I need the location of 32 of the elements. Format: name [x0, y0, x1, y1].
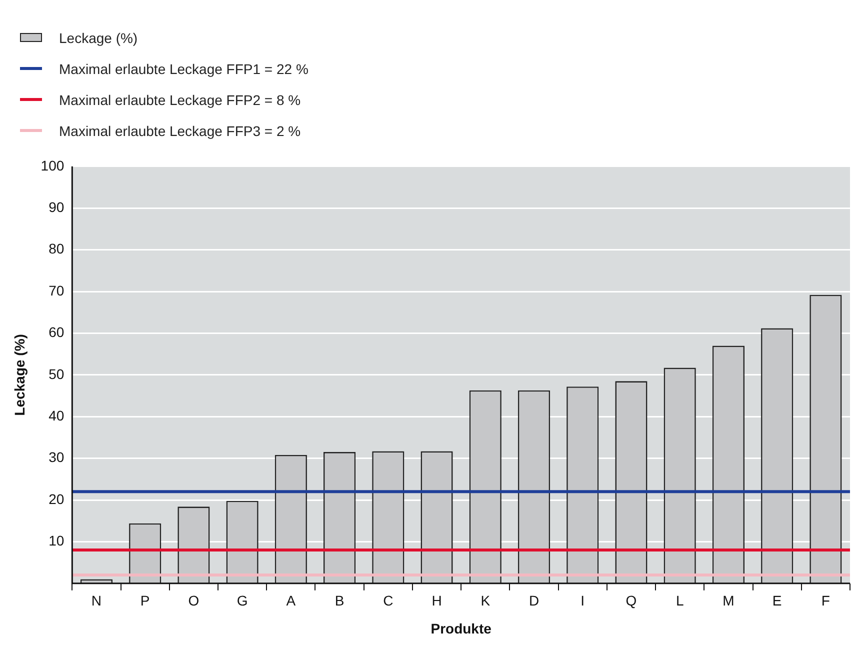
y-tick-label: 50 — [48, 366, 64, 382]
y-axis-title: Leckage (%) — [11, 334, 28, 416]
legend-label: Leckage (%) — [59, 30, 138, 46]
x-tick-label: B — [334, 592, 344, 609]
x-tick-label: Q — [626, 592, 637, 609]
y-tick-label: 10 — [48, 532, 64, 549]
y-tick-label: 90 — [48, 198, 64, 215]
x-tick-label: O — [188, 592, 200, 609]
y-tick-label: 20 — [48, 490, 64, 507]
x-tick-label: D — [528, 592, 540, 609]
x-tick-label: F — [821, 592, 830, 609]
x-tick-label: A — [286, 592, 296, 609]
x-axis-title: Produkte — [430, 620, 492, 636]
x-tick-label: H — [432, 592, 442, 609]
legend-label: Maximal erlaubte Leckage FFP1 = 22 % — [59, 60, 308, 76]
y-tick-label: 100 — [40, 157, 64, 174]
x-tick-label: G — [236, 592, 248, 609]
x-tick-label: C — [383, 592, 394, 609]
x-tick-label: L — [676, 592, 684, 609]
x-tick-label: K — [480, 592, 491, 609]
y-tick-label: 30 — [48, 449, 64, 466]
x-tick-label: M — [722, 592, 734, 609]
x-tick-label: N — [91, 592, 102, 609]
legend-label: Maximal erlaubte Leckage FFP2 = 8 % — [59, 92, 301, 108]
x-tick-label: E — [772, 592, 782, 609]
x-tick-label: I — [580, 592, 585, 609]
y-tick-label: 80 — [48, 240, 64, 257]
y-tick-label: 60 — [48, 324, 64, 340]
x-tick-label: P — [140, 592, 150, 609]
y-tick-label: 70 — [48, 282, 64, 298]
legend-label: Maximal erlaubte Leckage FFP3 = 2 % — [59, 122, 301, 138]
y-tick-label: 40 — [48, 407, 64, 424]
